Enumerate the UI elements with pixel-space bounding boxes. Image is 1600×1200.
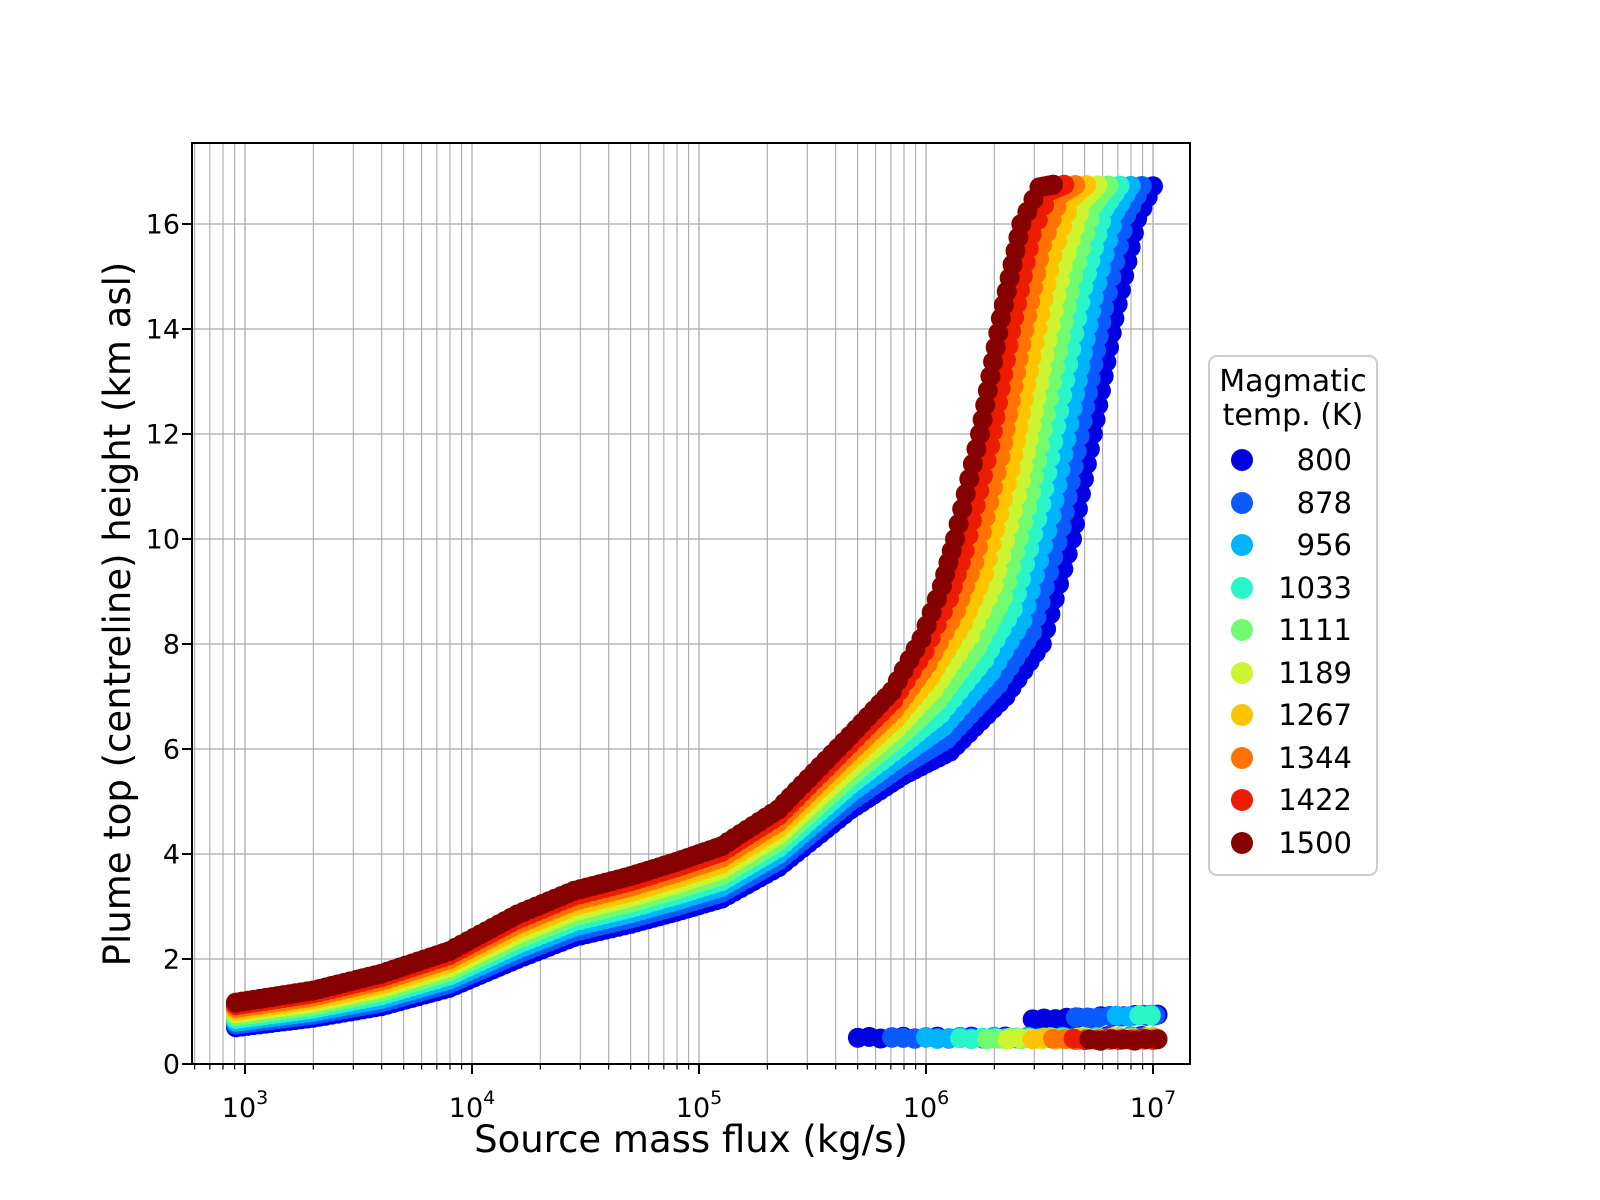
y-tick-label-8: 8: [163, 630, 180, 661]
y-tick-label-6: 6: [163, 735, 180, 766]
legend-entry-800: 800: [1210, 439, 1376, 482]
legend-entry-label: 1500: [1278, 825, 1352, 860]
legend-entry-1422: 1422: [1210, 779, 1376, 822]
series-1500-points: [225, 174, 1168, 1051]
y-tick-label-12: 12: [146, 420, 180, 451]
legend-marker-icon: [1231, 534, 1253, 557]
legend-title: Magmatic temp. (K): [1210, 365, 1376, 433]
legend-entry-1111: 1111: [1210, 609, 1376, 652]
legend-entry-956: 956: [1210, 524, 1376, 567]
legend-entry-label: 1189: [1278, 655, 1352, 690]
y-tick-label-14: 14: [146, 315, 180, 346]
legend-entry-label: 1267: [1278, 698, 1352, 733]
y-tick-label-10: 10: [146, 525, 180, 556]
legend-entry-label: 1111: [1278, 613, 1352, 648]
legend-entry-label: 956: [1296, 528, 1352, 563]
legend-marker-icon: [1231, 661, 1253, 684]
y-axis-label: Plume top (centreline) height (km asl): [96, 261, 139, 967]
legend-entry-878: 878: [1210, 482, 1376, 525]
legend-marker-icon: [1231, 619, 1253, 642]
y-tick-label-2: 2: [163, 945, 180, 976]
x-tick-label-1e3: 103: [222, 1087, 268, 1124]
legend-entry-1267: 1267: [1210, 694, 1376, 737]
legend: Magmatic temp. (K) 800 878 956 1033 1111 1189…: [1208, 355, 1378, 876]
legend-marker-icon: [1231, 831, 1253, 854]
legend-entry-label: 1344: [1278, 740, 1352, 775]
y-tick-label-0: 0: [163, 1050, 180, 1081]
legend-entry-label: 800: [1296, 443, 1352, 478]
x-axis-label: Source mass flux (kg/s): [474, 1118, 908, 1161]
axes-spines: [191, 142, 1191, 1065]
legend-entry-label: 1422: [1278, 783, 1352, 818]
legend-marker-icon: [1231, 449, 1253, 472]
legend-entry-1189: 1189: [1210, 652, 1376, 695]
legend-marker-icon: [1231, 704, 1253, 727]
legend-marker-icon: [1231, 576, 1253, 599]
legend-title-line2: temp. (K): [1222, 398, 1364, 433]
legend-marker-icon: [1231, 491, 1253, 514]
legend-entry-1344: 1344: [1210, 737, 1376, 780]
y-tick-label-4: 4: [163, 840, 180, 871]
legend-entry-label: 1033: [1278, 570, 1352, 605]
y-tick-label-16: 16: [146, 210, 180, 241]
legend-title-line1: Magmatic: [1219, 364, 1367, 399]
legend-entry-1500: 1500: [1210, 822, 1376, 865]
legend-entry-1033: 1033: [1210, 567, 1376, 610]
axis-ticks: [182, 223, 1154, 1074]
legend-marker-icon: [1231, 789, 1253, 812]
legend-marker-icon: [1231, 746, 1253, 769]
legend-entries: 800 878 956 1033 1111 1189 1267 1344 1422 1500: [1210, 439, 1376, 864]
legend-entry-label: 878: [1296, 485, 1352, 520]
x-tick-label-1e7: 107: [1130, 1087, 1176, 1124]
